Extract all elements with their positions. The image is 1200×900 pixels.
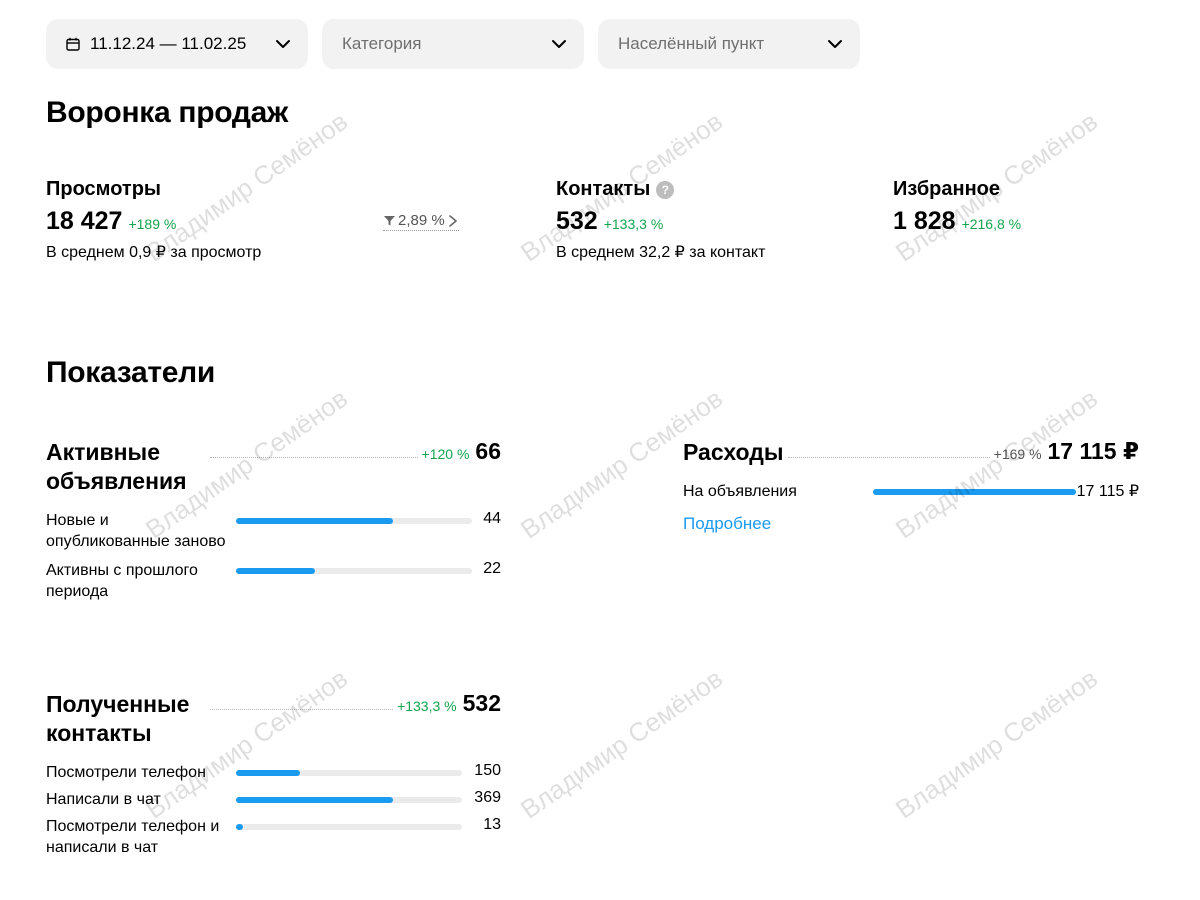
progress-fill xyxy=(236,824,243,830)
chevron-down-icon xyxy=(828,40,842,48)
location-placeholder: Населённый пункт xyxy=(618,34,765,53)
favorites-value: 1 828 xyxy=(893,207,956,235)
active-listings-block: Активные объявления +120 % 66 Новые и оп… xyxy=(46,438,501,602)
category-placeholder: Категория xyxy=(342,34,422,53)
chevron-down-icon xyxy=(552,40,566,48)
dotted-leader xyxy=(210,438,418,458)
chevron-right-icon xyxy=(448,214,457,227)
row-label: Посмотрели телефон и написали в чат xyxy=(46,818,220,856)
contacts-sub: В среднем 32,2 ₽ за контакт xyxy=(556,244,766,261)
row-value: 369 xyxy=(474,789,501,806)
progress-fill xyxy=(236,770,300,776)
progress-bar xyxy=(236,518,472,524)
views-value: 18 427 xyxy=(46,207,123,235)
funnel-title: Воронка продаж xyxy=(46,96,288,129)
expenses-title: Расходы xyxy=(683,439,784,465)
progress-bar xyxy=(236,824,462,830)
conversion-value: 2,89 % xyxy=(398,212,445,229)
period-value: 11.12.24 — 11.02.25 xyxy=(90,34,247,53)
list-item: На объявления 17 115 ₽ xyxy=(683,481,1139,502)
help-icon[interactable]: ? xyxy=(656,180,675,199)
progress-bar xyxy=(873,489,1076,495)
list-item: Написали в чат 369 xyxy=(46,789,501,810)
list-item: Посмотрели телефон 150 xyxy=(46,762,501,783)
expenses-block: Расходы +169 % 17 115 ₽ На объявления 17… xyxy=(683,438,1139,534)
period-filter[interactable]: 11.12.24 — 11.02.25 xyxy=(46,19,308,69)
dotted-leader xyxy=(210,690,394,710)
views-sub: В среднем 0,9 ₽ за просмотр xyxy=(46,244,262,261)
category-filter[interactable]: Категория xyxy=(322,19,584,69)
contacts-metric: Контакты ? 532 +133,3 % В среднем 32,2 ₽… xyxy=(556,178,765,262)
calendar-icon xyxy=(66,37,80,51)
contacts-value: 532 xyxy=(556,207,598,235)
row-value: 22 xyxy=(483,560,501,577)
views-delta: +189 % xyxy=(128,216,177,232)
active-listings-delta: +120 % xyxy=(421,446,470,462)
progress-fill xyxy=(236,568,315,574)
progress-bar xyxy=(236,770,462,776)
filters-bar: 11.12.24 — 11.02.25 Категория Населённый… xyxy=(46,19,860,69)
row-label: Активны с прошлого периода xyxy=(46,562,198,600)
indicators-title: Показатели xyxy=(46,356,216,389)
conversion-link[interactable]: 2,89 % xyxy=(383,212,459,231)
favorites-label: Избранное xyxy=(893,178,1001,200)
row-label: Написали в чат xyxy=(46,791,161,808)
row-label: Посмотрели телефон xyxy=(46,764,206,781)
progress-fill xyxy=(236,797,393,803)
favorites-metric: Избранное 1 828 +216,8 % xyxy=(893,178,1021,236)
watermark: Владимир Семёнов xyxy=(515,662,728,825)
row-value: 13 xyxy=(483,816,501,833)
received-contacts-value: 532 xyxy=(462,690,501,716)
views-label: Просмотры xyxy=(46,178,162,200)
watermark: Владимир Семёнов xyxy=(890,662,1103,825)
expenses-value: 17 115 ₽ xyxy=(1047,438,1139,464)
list-item: Активны с прошлого периода 22 xyxy=(46,560,501,602)
row-label: На объявления xyxy=(683,483,797,500)
progress-bar xyxy=(236,568,472,574)
contacts-delta: +133,3 % xyxy=(603,216,664,232)
progress-fill xyxy=(236,518,394,524)
progress-bar xyxy=(236,797,462,803)
location-filter[interactable]: Населённый пункт xyxy=(598,19,860,69)
expenses-delta: +169 % xyxy=(993,446,1042,462)
funnel-icon xyxy=(384,216,395,226)
dotted-leader xyxy=(787,438,990,458)
row-value: 44 xyxy=(483,510,501,527)
details-link[interactable]: Подробнее xyxy=(683,514,772,533)
chevron-down-icon xyxy=(276,40,290,48)
received-contacts-block: Полученные контакты +133,3 % 532 Посмотр… xyxy=(46,690,501,858)
active-listings-value: 66 xyxy=(475,438,501,464)
views-metric: Просмотры 18 427 +189 % В среднем 0,9 ₽ … xyxy=(46,178,261,262)
list-item: Новые и опубликованные заново 44 xyxy=(46,510,501,552)
row-label: Новые и опубликованные заново xyxy=(46,512,226,550)
contacts-label: Контакты xyxy=(556,178,651,200)
list-item: Посмотрели телефон и написали в чат 13 xyxy=(46,816,501,858)
row-value: 17 115 ₽ xyxy=(1076,483,1139,500)
row-value: 150 xyxy=(474,762,501,779)
received-contacts-delta: +133,3 % xyxy=(397,698,457,714)
favorites-delta: +216,8 % xyxy=(961,216,1022,232)
received-contacts-title: Полученные контакты xyxy=(46,691,190,746)
active-listings-title: Активные объявления xyxy=(46,439,187,494)
progress-fill xyxy=(873,489,1076,495)
